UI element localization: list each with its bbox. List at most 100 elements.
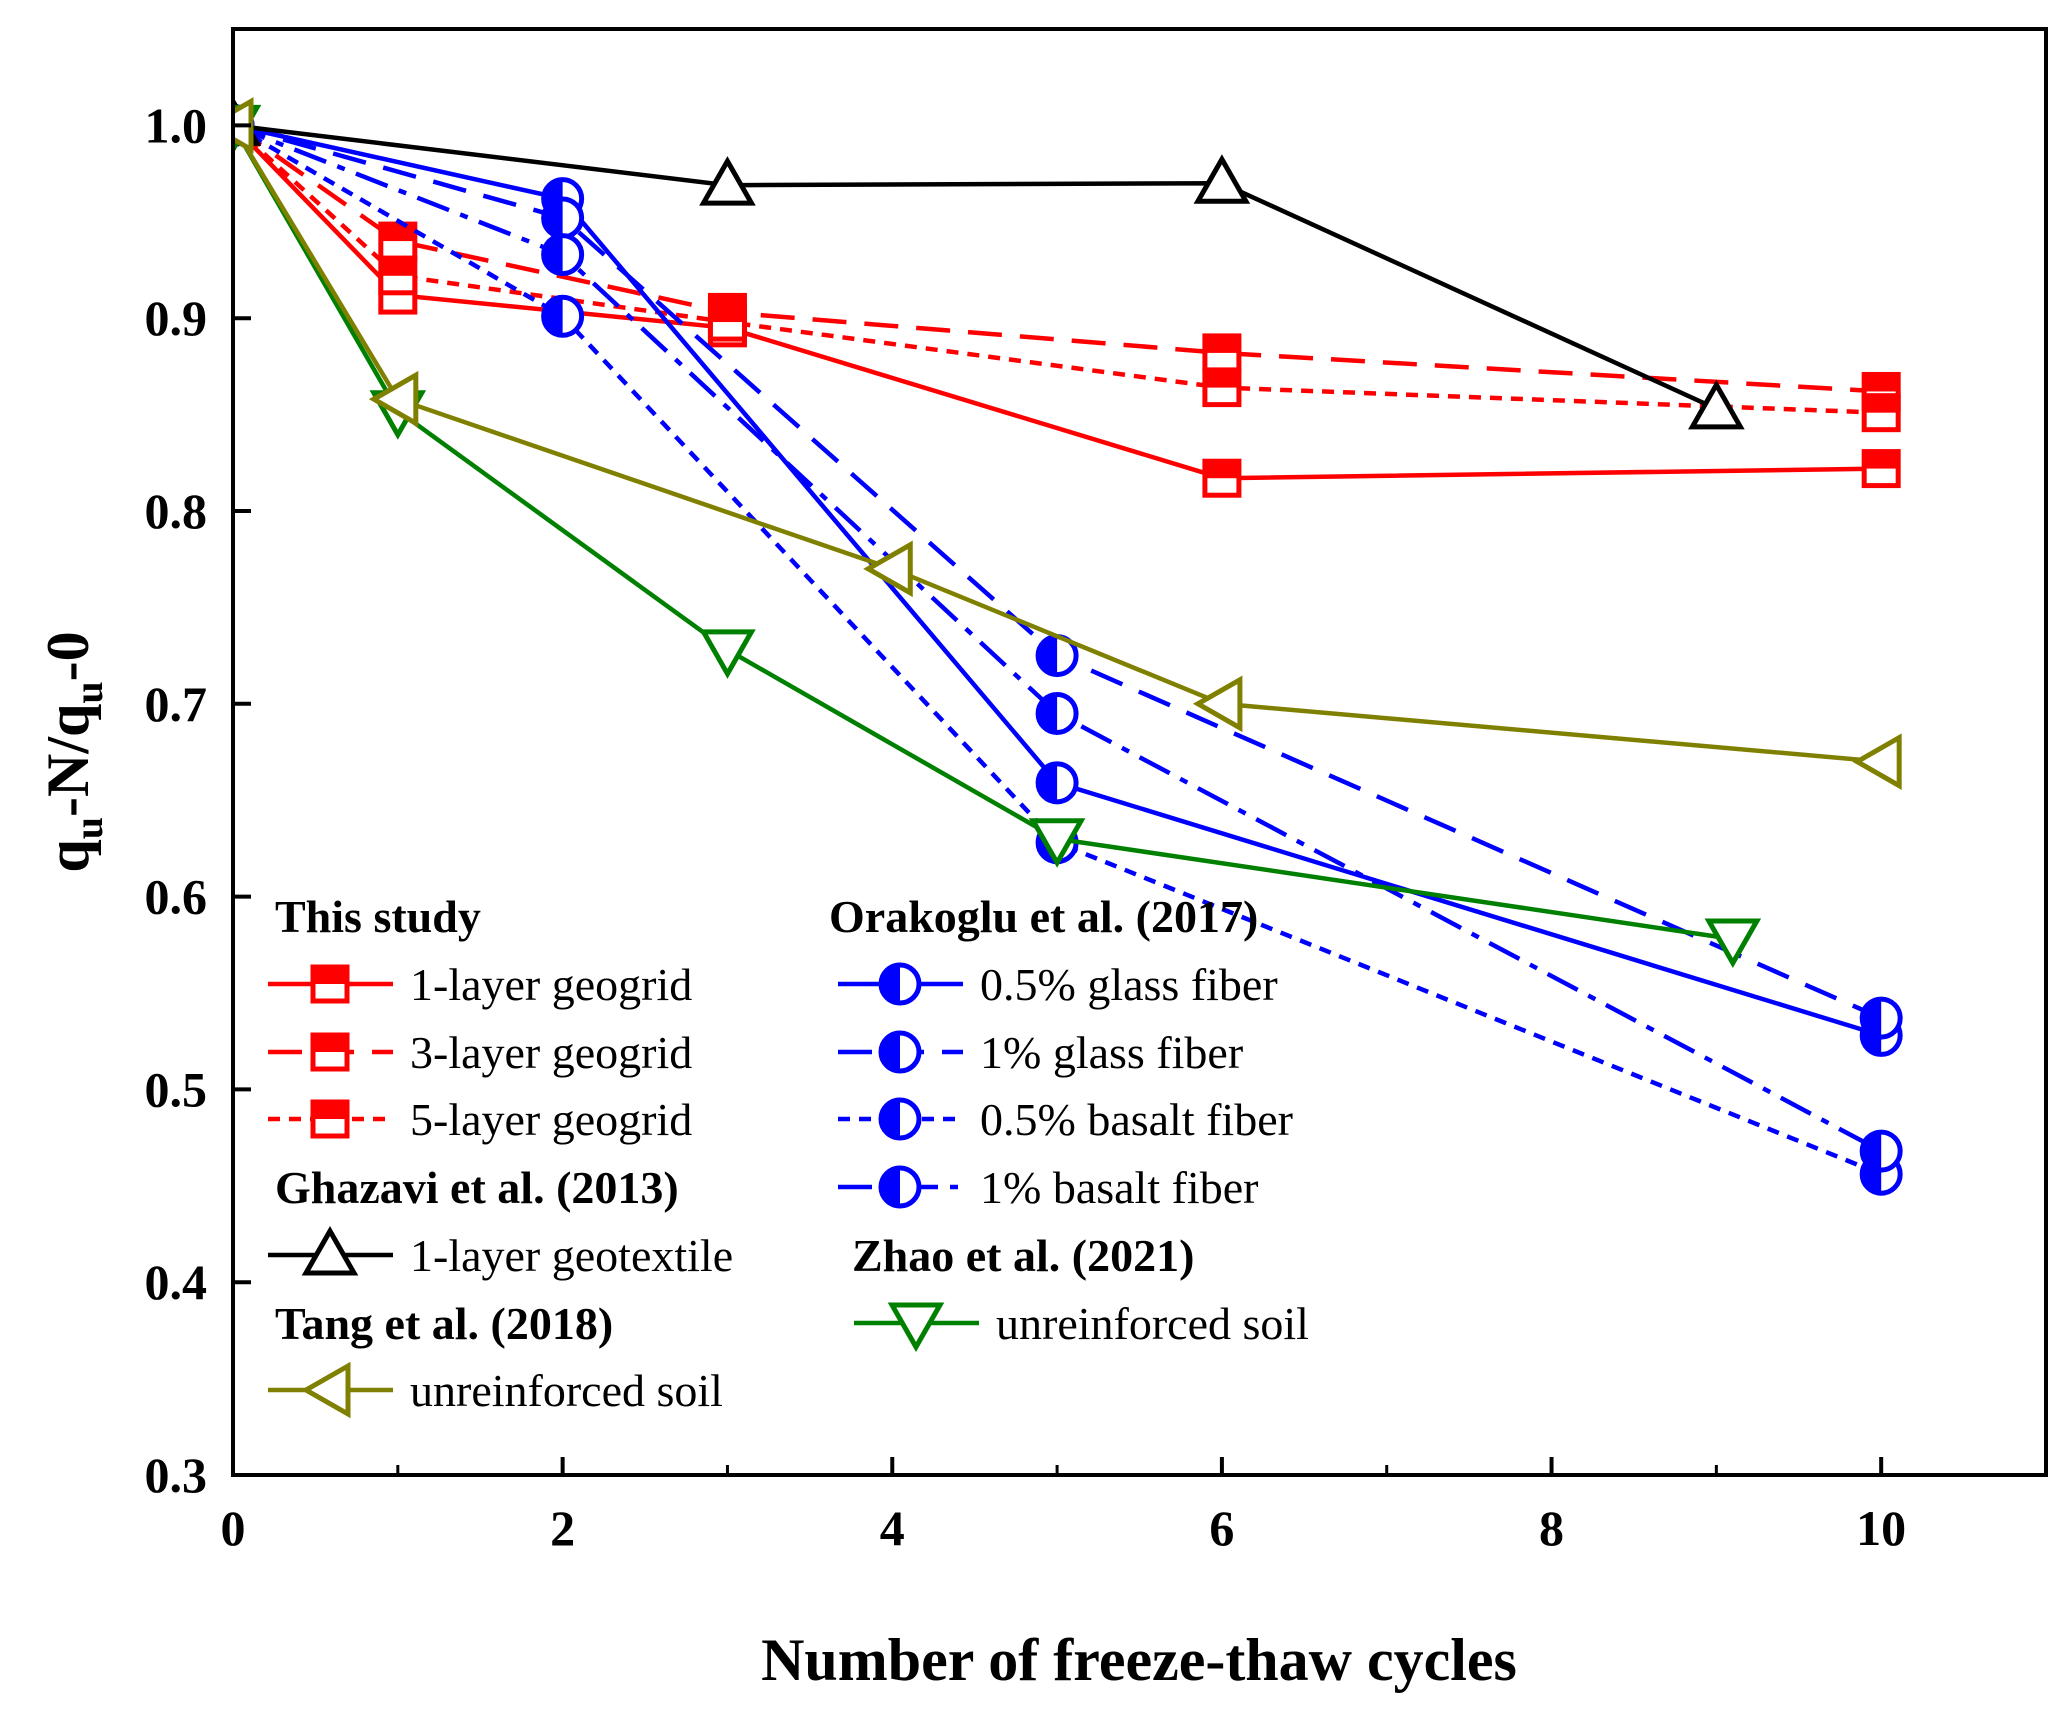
legend-marker-9 [300, 1361, 351, 1419]
point-s2-p2-fill [710, 305, 745, 323]
point-s9-p3 [1192, 675, 1243, 733]
point-s9-p4-body [1852, 733, 1902, 790]
point-s0-p4-fill [1864, 451, 1899, 469]
legend-marker-6 [878, 1165, 922, 1209]
point-s0-p3-fill [1204, 461, 1239, 479]
point-s9-p1-body [368, 370, 419, 428]
legend-marker-8-body [887, 1302, 945, 1353]
legend-entry-6[interactable]: 1% basalt fiber [838, 1162, 1258, 1213]
series-line-5 [232, 123, 1883, 1177]
point-s1-p3 [1202, 333, 1242, 373]
point-s5-p1-fill [543, 297, 563, 336]
point-s6-p2 [1035, 691, 1079, 735]
y-tick-label-1: 0.4 [145, 1254, 208, 1310]
legend-marker-9-body [300, 1361, 351, 1419]
legend-entry-3[interactable]: 0.5% glass fiber [838, 959, 1278, 1010]
point-s2-p4-fill [1864, 395, 1899, 413]
y-tick-label-4: 0.7 [145, 676, 208, 732]
legend-entry-4[interactable]: 1% glass fiber [838, 1027, 1243, 1078]
series-line-4 [232, 123, 1883, 1021]
legend-marker-3 [878, 962, 922, 1006]
legend-marker-5 [878, 1097, 922, 1141]
y-axis-title: qu-N/qu-0 [35, 631, 111, 872]
legend-marker-4 [878, 1030, 922, 1074]
series-line-3 [232, 123, 1882, 1038]
legend-marker-8 [887, 1302, 945, 1353]
point-s2-p1-fill [380, 258, 415, 276]
point-s4-p2 [1035, 634, 1079, 678]
legend-entry-1[interactable]: 3-layer geogrid [268, 1027, 692, 1078]
point-s8-p3-body [1028, 818, 1086, 868]
point-s4-p3-fill [1862, 999, 1882, 1038]
point-s0-p4 [1861, 449, 1901, 489]
legend-marker-5-fill [881, 1100, 900, 1138]
point-s9-p1 [368, 370, 419, 428]
y-tick-label-2: 0.5 [145, 1061, 208, 1117]
legend-marker-2-fill [313, 1102, 347, 1119]
legend-label-8: unreinforced soil [996, 1298, 1309, 1349]
y-axis-title-part: -0 [35, 631, 101, 681]
legend-entry-2[interactable]: 5-layer geogrid [268, 1094, 692, 1145]
legend-entry-9[interactable]: unreinforced soil [268, 1361, 723, 1419]
legend-marker-4-fill [881, 1033, 900, 1071]
series-2 [232, 105, 1901, 433]
legend-group-title-3: Zhao et al. (2021) [852, 1230, 1194, 1281]
point-s4-p2-fill [1038, 636, 1058, 675]
y-tick-label-3: 0.6 [145, 869, 208, 925]
legend-marker-7-body [301, 1225, 359, 1276]
point-s9-p4 [1852, 733, 1902, 790]
point-s9-p3-body [1192, 675, 1243, 733]
legend-entry-8[interactable]: unreinforced soil [854, 1298, 1309, 1353]
legend-label-1: 3-layer geogrid [410, 1027, 692, 1078]
point-s6-p1 [541, 233, 585, 277]
y-tick-label-7: 1.0 [145, 97, 208, 153]
x-tick-label-5: 10 [1856, 1500, 1906, 1556]
legend-marker-0 [310, 964, 350, 1004]
point-s7-p1 [699, 156, 756, 206]
x-tick-label-4: 8 [1539, 1500, 1564, 1556]
x-axis-title: Number of freeze-thaw cycles [761, 1627, 1517, 1693]
y-axis-title-part: u [66, 817, 111, 839]
point-s6-p3 [1859, 1129, 1903, 1173]
point-s1-p4-fill [1864, 374, 1899, 392]
point-s6-p2-fill [1038, 694, 1058, 733]
point-s2-p3 [1202, 368, 1242, 408]
legend-group-title-0: This study [275, 891, 481, 942]
y-axis-title-part: u [66, 681, 111, 703]
point-s7-p1-body [699, 156, 756, 206]
legend-label-2: 5-layer geogrid [410, 1094, 692, 1145]
legend-label-9: unreinforced soil [410, 1365, 723, 1416]
y-tick-label-5: 0.8 [145, 483, 208, 539]
legend-marker-3-fill [881, 965, 900, 1003]
point-s3-p2 [1035, 761, 1079, 805]
point-s7-p3 [1688, 379, 1745, 430]
point-s6-p1-fill [543, 235, 563, 274]
legend-entry-0[interactable]: 1-layer geogrid [268, 959, 692, 1010]
point-s1-p1 [378, 221, 418, 261]
legend-group-title-4: Tang et al. (2018) [275, 1298, 613, 1349]
legend-marker-7 [301, 1225, 359, 1276]
series-line-7 [232, 123, 1718, 411]
series-line-6 [232, 123, 1883, 1154]
point-s6-p3-fill [1862, 1132, 1882, 1171]
legend-entry-5[interactable]: 0.5% basalt fiber [838, 1094, 1293, 1145]
x-tick-label-0: 0 [221, 1500, 246, 1556]
point-s4-p1 [541, 196, 585, 240]
legend-label-4: 1% glass fiber [980, 1027, 1243, 1078]
point-s5-p1 [541, 294, 585, 338]
point-s9-p2 [863, 540, 913, 598]
y-axis-title-part: q [35, 839, 101, 872]
point-s4-p3 [1859, 996, 1903, 1040]
legend-label-5: 0.5% basalt fiber [980, 1094, 1293, 1145]
legend-entry-7[interactable]: 1-layer geotextile [268, 1225, 733, 1281]
point-s2-p1 [378, 256, 418, 296]
point-s2-p4 [1861, 393, 1901, 433]
point-s2-p2 [707, 302, 747, 342]
x-tick-label-3: 6 [1209, 1500, 1234, 1556]
point-s7-p2-body [1193, 154, 1251, 204]
legend-label-6: 1% basalt fiber [980, 1162, 1258, 1213]
legend-marker-1-fill [313, 1035, 347, 1052]
point-s8-p2-body [699, 629, 756, 679]
